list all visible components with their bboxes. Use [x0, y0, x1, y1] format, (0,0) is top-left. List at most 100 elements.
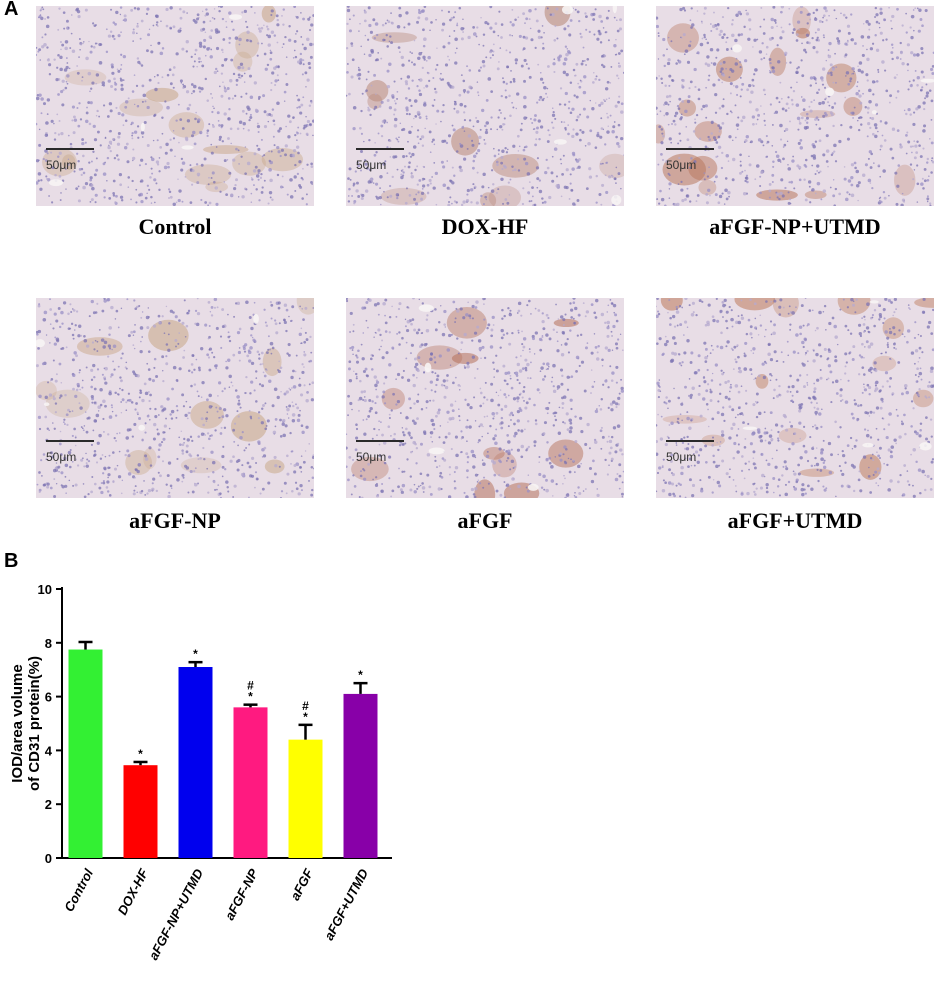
nucleus-dot [817, 37, 819, 39]
nucleus-dot [352, 127, 355, 130]
nucleus-dot [570, 399, 573, 402]
nucleus-dot [563, 71, 566, 74]
nucleus-dot [274, 34, 276, 36]
nucleus-dot [572, 128, 574, 130]
nucleus-dot [879, 200, 880, 201]
nucleus-dot [509, 313, 512, 316]
nucleus-dot [924, 179, 927, 182]
nucleus-dot [145, 100, 147, 102]
nucleus-dot [814, 465, 816, 467]
nucleus-dot [146, 492, 148, 494]
nucleus-dot [704, 172, 706, 174]
nucleus-dot [826, 19, 828, 21]
nucleus-dot [265, 68, 268, 71]
nucleus-dot [454, 321, 456, 323]
nucleus-dot [104, 341, 107, 344]
nucleus-dot [910, 145, 912, 147]
nucleus-dot [457, 23, 458, 24]
nucleus-dot [483, 396, 485, 398]
nucleus-dot [823, 14, 826, 17]
nucleus-dot [743, 192, 746, 195]
nucleus-dot [107, 433, 109, 435]
nucleus-dot [175, 417, 177, 419]
nucleus-dot [806, 113, 809, 116]
nucleus-dot [157, 455, 160, 458]
nucleus-dot [192, 491, 195, 494]
nucleus-dot [152, 478, 155, 481]
nucleus-dot [205, 8, 207, 10]
nucleus-dot [266, 25, 268, 27]
nucleus-dot [749, 28, 751, 30]
nucleus-dot [472, 317, 474, 319]
nucleus-dot [219, 191, 221, 193]
nucleus-dot [106, 298, 109, 301]
nucleus-dot [232, 159, 235, 162]
nucleus-dot [787, 141, 788, 142]
nucleus-dot [517, 312, 519, 314]
nucleus-dot [681, 199, 684, 202]
nucleus-dot [846, 361, 848, 363]
nucleus-dot [139, 164, 141, 166]
nucleus-dot [528, 67, 530, 69]
nucleus-dot [374, 384, 378, 388]
nucleus-dot [771, 334, 773, 336]
nucleus-dot [591, 480, 594, 483]
nucleus-dot [119, 451, 121, 453]
nucleus-dot [526, 487, 528, 489]
nucleus-dot [564, 314, 566, 316]
nucleus-dot [861, 343, 864, 346]
nucleus-dot [134, 408, 136, 410]
nucleus-dot [916, 182, 919, 185]
nucleus-dot [616, 320, 619, 323]
nucleus-dot [296, 406, 299, 409]
nucleus-dot [586, 58, 589, 61]
nucleus-dot [511, 449, 513, 451]
nucleus-dot [619, 18, 622, 21]
vessel-lumen [732, 44, 742, 52]
nucleus-dot [501, 318, 503, 320]
nucleus-dot [791, 99, 794, 102]
nucleus-dot [659, 190, 662, 193]
nucleus-dot [687, 100, 690, 103]
nucleus-dot [752, 46, 753, 47]
nucleus-dot [535, 308, 537, 310]
nucleus-dot [591, 369, 592, 370]
nucleus-dot [82, 43, 84, 45]
nucleus-dot [866, 49, 867, 50]
nucleus-dot [308, 480, 310, 482]
nucleus-dot [667, 312, 669, 314]
nucleus-dot [121, 308, 122, 309]
nucleus-dot [364, 399, 367, 402]
nucleus-dot [505, 49, 507, 51]
nucleus-dot [616, 347, 619, 350]
nucleus-dot [783, 146, 785, 148]
nucleus-dot [879, 27, 880, 28]
nucleus-dot [277, 74, 279, 76]
nucleus-dot [779, 124, 783, 128]
nucleus-dot [677, 397, 680, 400]
nucleus-dot [120, 88, 123, 91]
nucleus-dot [482, 403, 484, 405]
nucleus-dot [517, 449, 520, 452]
nucleus-dot [784, 187, 786, 189]
nucleus-dot [615, 406, 617, 408]
nucleus-dot [197, 13, 200, 16]
nucleus-dot [711, 121, 714, 124]
nucleus-dot [663, 54, 666, 57]
nucleus-dot [301, 197, 304, 200]
nucleus-dot [245, 188, 247, 190]
nucleus-dot [144, 454, 147, 457]
nucleus-dot [297, 152, 300, 155]
nucleus-dot [104, 382, 107, 385]
nucleus-dot [391, 409, 393, 411]
nucleus-dot [870, 182, 872, 184]
nucleus-dot [102, 454, 104, 456]
nucleus-dot [70, 311, 72, 313]
nucleus-dot [504, 405, 507, 408]
nucleus-dot [761, 42, 763, 44]
micrograph-afgf-utmd: 50μm [656, 298, 934, 498]
nucleus-dot [919, 492, 921, 494]
stain-patch [779, 428, 807, 443]
nucleus-dot [36, 97, 40, 101]
nucleus-dot [277, 369, 279, 371]
